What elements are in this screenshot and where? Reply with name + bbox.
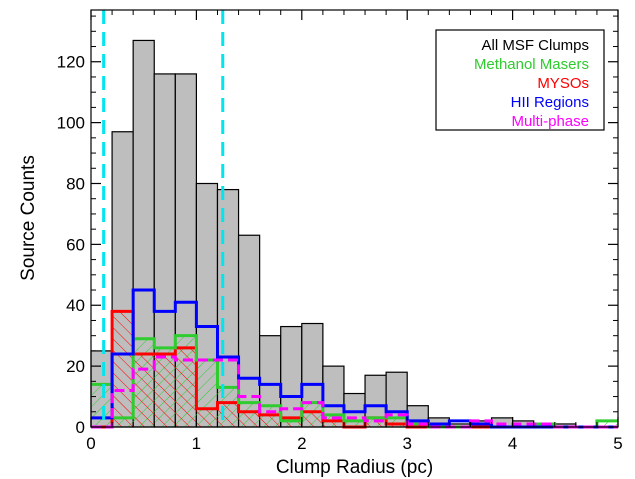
hatch-mysos — [154, 353, 176, 427]
x-tick-label: 2 — [297, 434, 306, 453]
legend-entry-methanol-masers: Methanol Masers — [474, 56, 589, 73]
hatch-mysos — [365, 417, 387, 427]
series-line-multi-phase — [91, 355, 618, 429]
y-tick-label: 0 — [76, 418, 85, 437]
y-tick-label: 120 — [57, 53, 85, 72]
hatch-methanol-masers — [596, 420, 618, 427]
plot-frame — [90, 9, 619, 428]
x-tick-label: 4 — [508, 434, 517, 453]
legend-entry-mysos: MYSOs — [537, 75, 589, 92]
hatch-methanol-masers — [343, 420, 366, 427]
hatch-methanol-masers — [533, 423, 555, 427]
axis-ticks-layer: 0 1 2 3 4 5 0 20 40 60 80 100 120 — [57, 10, 623, 453]
legend-entry-hii-regions: HII Regions — [511, 94, 589, 111]
y-tick-label: 100 — [57, 114, 85, 133]
x-tick-label: 1 — [192, 434, 201, 453]
x-tick-label: 3 — [402, 434, 411, 453]
hatch-mysos — [386, 423, 408, 427]
y-axis-label: Source Counts — [18, 155, 39, 281]
y-tick-label: 80 — [66, 174, 85, 193]
hatch-mysos — [238, 411, 260, 427]
y-tick-label: 60 — [66, 235, 85, 254]
legend: All MSF Clumps Methanol Masers MYSOs HII… — [435, 29, 605, 131]
y-tick-label: 40 — [66, 296, 85, 315]
hatch-mysos — [322, 420, 344, 427]
hatch-mysos — [259, 414, 281, 427]
x-tick-label: 0 — [86, 434, 95, 453]
reference-lines-layer — [102, 10, 225, 427]
hatch-methanol-masers — [91, 384, 113, 427]
legend-box — [435, 29, 605, 131]
legend-entry-multi-phase: Multi-phase — [511, 113, 589, 130]
hatch-methanol-masers — [386, 417, 408, 427]
hatch-methanol-masers — [470, 423, 492, 427]
bars-layer — [90, 39, 618, 428]
bar-all-msf-clumps — [280, 325, 303, 428]
hatch-mysos — [301, 411, 323, 427]
hatch-mysos — [280, 417, 302, 427]
hatch-mysos — [175, 347, 197, 427]
bar-all-msf-clumps — [237, 234, 261, 428]
y-tick-label: 20 — [66, 357, 85, 376]
hatch-mysos — [112, 311, 134, 427]
hatch-methanol-masers — [407, 423, 429, 427]
x-tick-label: 5 — [613, 434, 622, 453]
hatch-mysos — [196, 408, 218, 427]
hatch-mysos — [133, 353, 155, 427]
legend-entry-all-msf-clumps: All MSF Clumps — [481, 37, 589, 54]
x-axis-label: Clump Radius (pc) — [276, 457, 433, 478]
hatch-mysos — [217, 402, 239, 427]
